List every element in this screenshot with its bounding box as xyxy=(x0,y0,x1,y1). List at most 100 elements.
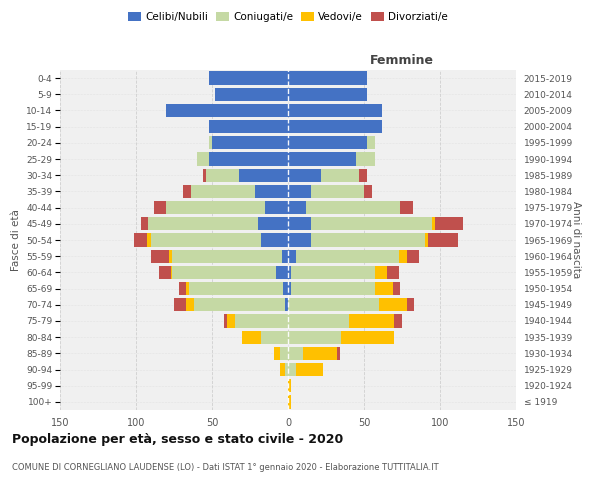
Text: Femmine: Femmine xyxy=(370,54,434,66)
Bar xyxy=(179,282,186,295)
Bar xyxy=(283,282,288,295)
Bar xyxy=(296,250,399,263)
Bar xyxy=(288,72,367,85)
Bar xyxy=(288,104,382,117)
Bar xyxy=(280,363,285,376)
Bar xyxy=(209,136,212,149)
Bar xyxy=(288,234,311,246)
Bar xyxy=(288,346,303,360)
Bar xyxy=(367,136,374,149)
Bar xyxy=(291,266,374,279)
Bar xyxy=(311,234,425,246)
Bar xyxy=(260,234,288,246)
Text: COMUNE DI CORNEGLIANO LAUDENSE (LO) - Dati ISTAT 1° gennaio 2020 - Elaborazione : COMUNE DI CORNEGLIANO LAUDENSE (LO) - Da… xyxy=(12,462,439,471)
Y-axis label: Fasce di età: Fasce di età xyxy=(11,209,20,271)
Bar xyxy=(242,330,260,344)
Bar xyxy=(166,201,265,214)
Bar xyxy=(209,152,288,166)
Bar xyxy=(174,298,186,312)
Bar xyxy=(285,363,288,376)
Bar xyxy=(407,250,419,263)
Bar xyxy=(288,363,296,376)
Bar xyxy=(212,136,288,149)
Bar xyxy=(260,330,288,344)
Bar xyxy=(288,185,311,198)
Bar xyxy=(428,234,458,246)
Bar xyxy=(146,234,151,246)
Bar xyxy=(374,282,393,295)
Bar xyxy=(288,88,367,101)
Bar xyxy=(154,201,166,214)
Bar xyxy=(172,266,276,279)
Bar xyxy=(134,234,146,246)
Legend: Celibi/Nubili, Coniugati/e, Vedovi/e, Divorziati/e: Celibi/Nubili, Coniugati/e, Vedovi/e, Di… xyxy=(124,8,452,26)
Bar xyxy=(227,314,235,328)
Bar xyxy=(206,168,239,182)
Bar xyxy=(169,250,172,263)
Bar xyxy=(171,266,172,279)
Bar xyxy=(254,185,288,198)
Bar xyxy=(288,314,349,328)
Bar xyxy=(341,330,394,344)
Bar xyxy=(288,250,296,263)
Bar xyxy=(159,266,171,279)
Bar xyxy=(291,282,374,295)
Text: Popolazione per età, sesso e stato civile - 2020: Popolazione per età, sesso e stato civil… xyxy=(12,432,343,446)
Bar xyxy=(399,250,407,263)
Bar xyxy=(203,168,206,182)
Bar xyxy=(288,396,291,408)
Bar xyxy=(288,201,306,214)
Bar xyxy=(322,168,359,182)
Bar xyxy=(215,88,288,101)
Bar xyxy=(224,314,227,328)
Bar xyxy=(239,168,288,182)
Bar xyxy=(151,250,169,263)
Bar xyxy=(288,330,341,344)
Bar xyxy=(296,363,323,376)
Bar xyxy=(436,217,463,230)
Bar xyxy=(280,346,288,360)
Bar xyxy=(349,314,394,328)
Bar xyxy=(288,217,311,230)
Bar xyxy=(400,201,413,214)
Bar xyxy=(191,185,254,198)
Bar xyxy=(394,314,402,328)
Bar xyxy=(194,298,285,312)
Bar xyxy=(166,104,288,117)
Bar xyxy=(303,346,337,360)
Bar xyxy=(311,185,364,198)
Bar xyxy=(140,217,148,230)
Bar xyxy=(183,185,191,198)
Bar xyxy=(306,201,400,214)
Bar xyxy=(288,168,322,182)
Bar xyxy=(282,250,288,263)
Bar xyxy=(433,217,436,230)
Bar xyxy=(288,282,291,295)
Bar xyxy=(235,314,288,328)
Bar xyxy=(148,217,257,230)
Bar xyxy=(274,346,280,360)
Bar xyxy=(288,136,367,149)
Bar xyxy=(265,201,288,214)
Bar xyxy=(276,266,288,279)
Y-axis label: Anni di nascita: Anni di nascita xyxy=(571,202,581,278)
Bar xyxy=(172,250,282,263)
Bar xyxy=(288,379,291,392)
Bar xyxy=(288,120,382,134)
Bar xyxy=(356,152,374,166)
Bar xyxy=(374,266,387,279)
Bar xyxy=(285,298,288,312)
Bar xyxy=(186,282,189,295)
Bar xyxy=(209,120,288,134)
Bar xyxy=(151,234,260,246)
Bar xyxy=(364,185,371,198)
Bar xyxy=(189,282,283,295)
Bar xyxy=(311,217,433,230)
Bar xyxy=(288,266,291,279)
Bar xyxy=(197,152,209,166)
Bar xyxy=(209,72,288,85)
Bar xyxy=(387,266,399,279)
Bar xyxy=(288,298,379,312)
Bar xyxy=(288,152,356,166)
Bar xyxy=(186,298,194,312)
